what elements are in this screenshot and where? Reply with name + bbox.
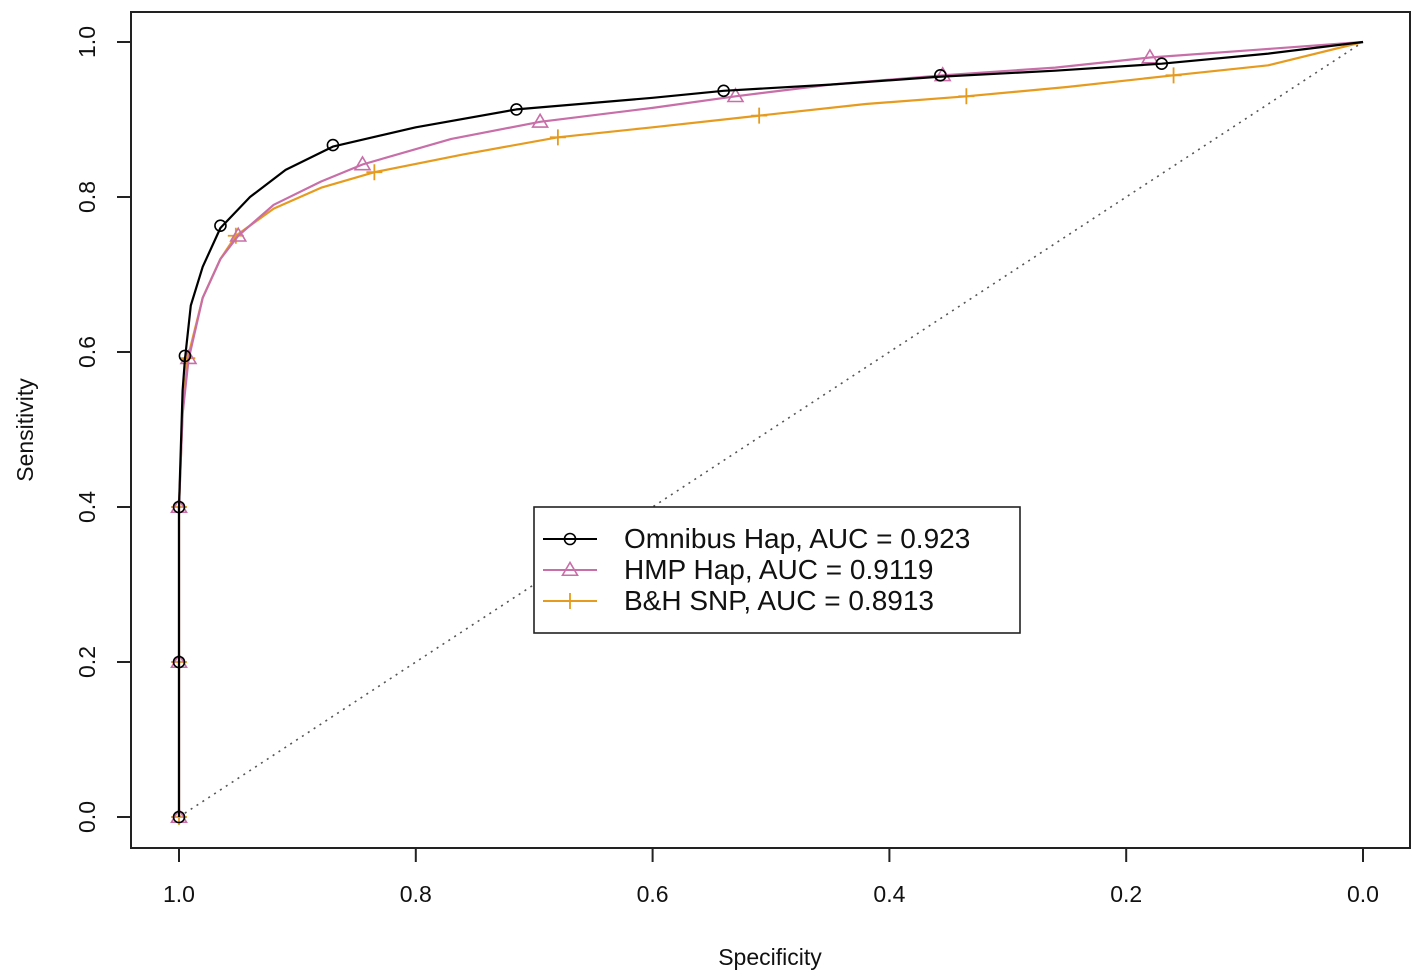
series-0 — [172, 40, 1364, 824]
series-line — [177, 40, 1364, 817]
triangle-point-marker — [1140, 48, 1159, 64]
x-tick-label: 0.0 — [1347, 881, 1379, 907]
legend-plus-marker — [562, 593, 578, 609]
circle-point-marker — [172, 500, 186, 514]
y-axis-title: Sensitivity — [12, 378, 38, 482]
y-tick-label: 1.0 — [74, 26, 100, 58]
series-line — [177, 40, 1364, 817]
legend-item: HMP Hap, AUC = 0.9119 — [543, 554, 933, 585]
circle-point-marker — [214, 219, 227, 232]
circle-point-marker — [172, 810, 186, 824]
x-tick-label: 0.4 — [873, 881, 905, 907]
legend-item: Omnibus Hap, AUC = 0.923 — [543, 523, 970, 554]
x-tick-label: 0.6 — [637, 881, 669, 907]
y-tick-label: 0.0 — [74, 801, 100, 833]
circle-point-marker — [717, 84, 730, 98]
y-tick-label: 0.2 — [74, 646, 100, 678]
x-tick-label: 0.8 — [400, 881, 432, 907]
plus-point-marker — [549, 129, 566, 146]
x-tick-label: 1.0 — [163, 881, 195, 907]
legend-triangle-marker — [561, 560, 579, 577]
plus-point-marker — [958, 88, 975, 105]
legend-circle-marker — [563, 532, 577, 546]
legend-item: B&H SNP, AUC = 0.8913 — [543, 585, 934, 616]
triangle-point-marker — [229, 226, 248, 242]
x-axis: 1.0 0.8 0.6 0.4 0.2 0.0 — [163, 847, 1379, 907]
plus-point-marker — [366, 164, 383, 181]
y-tick-label: 0.6 — [74, 336, 100, 368]
legend-label: B&H SNP, AUC = 0.8913 — [624, 585, 934, 616]
plus-point-marker — [1165, 67, 1182, 84]
legend-label: HMP Hap, AUC = 0.9119 — [624, 554, 933, 585]
circle-point-marker — [1155, 57, 1169, 71]
series-2 — [171, 40, 1364, 825]
y-tick-label: 0.8 — [74, 181, 100, 213]
circle-point-marker — [510, 103, 523, 116]
circle-point-marker — [178, 349, 192, 363]
diagonal-reference-line — [178, 41, 1364, 818]
y-tick-label: 0.4 — [74, 491, 100, 523]
circle-point-marker — [934, 69, 947, 82]
series-layer — [170, 40, 1364, 825]
triangle-point-marker — [353, 155, 372, 171]
triangle-point-marker — [531, 112, 550, 128]
plus-point-marker — [751, 107, 768, 124]
x-tick-label: 0.2 — [1110, 881, 1142, 907]
circle-point-marker — [326, 138, 340, 152]
x-axis-title: Specificity — [718, 944, 822, 970]
circle-point-marker — [172, 655, 186, 669]
legend-box — [533, 506, 1021, 634]
plot-frame — [130, 11, 1411, 849]
legend-label: Omnibus Hap, AUC = 0.923 — [624, 523, 970, 554]
y-axis: 0.0 0.2 0.4 0.6 0.8 1.0 — [74, 26, 132, 833]
triangle-point-marker — [726, 87, 745, 103]
